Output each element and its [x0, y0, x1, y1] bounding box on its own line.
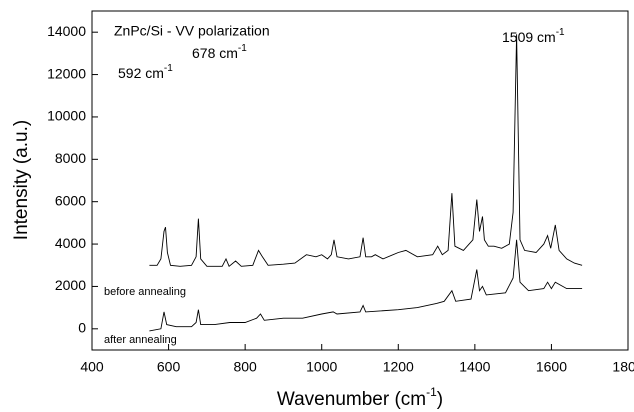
- annotation-sup: -1: [238, 43, 247, 54]
- series-line: [149, 34, 583, 268]
- y-tick-label: 10000: [47, 108, 86, 124]
- annotation-text: 678 cm: [192, 45, 238, 61]
- x-tick-label: 600: [157, 359, 181, 375]
- annotation-text: 592 cm: [118, 65, 164, 81]
- x-tick-label: 400: [80, 359, 104, 375]
- y-tick-label: 4000: [55, 235, 86, 251]
- series-label: before annealing: [104, 286, 186, 298]
- x-axis-label-tail: ): [437, 389, 443, 410]
- annotation-sup: -1: [164, 63, 173, 74]
- y-axis-label: Intensity (a.u.): [11, 120, 32, 240]
- x-axis-label: Wavenumber (cm-1): [277, 385, 443, 410]
- series-label: after annealing: [104, 334, 177, 346]
- x-tick-label: 1200: [383, 359, 414, 375]
- plot-frame: [91, 10, 629, 351]
- y-tick-label: 2000: [55, 277, 86, 293]
- y-tick-label: 12000: [47, 65, 86, 81]
- y-tick-label: 0: [78, 320, 86, 336]
- x-tick-label: 1600: [536, 359, 567, 375]
- annotation: 1509 cm-1: [502, 27, 565, 45]
- x-axis-label-text: Wavenumber (cm: [277, 389, 426, 410]
- y-tick-label: 14000: [47, 23, 86, 39]
- y-tick-label: 8000: [55, 150, 86, 166]
- series-line: [149, 239, 583, 332]
- annotation: 678 cm-1: [192, 43, 247, 61]
- annotation-sup: -1: [556, 27, 565, 38]
- annotation-text: 1509 cm: [502, 29, 556, 45]
- y-tick-label: 6000: [55, 192, 86, 208]
- annotation: 592 cm-1: [118, 63, 173, 81]
- x-axis-label-sup: -1: [426, 385, 437, 399]
- x-tick-label: 800: [233, 359, 257, 375]
- x-tick-label: 1400: [459, 359, 490, 375]
- chart-title: ZnPc/Si - VV polarization: [114, 23, 270, 39]
- x-tick-label: 1000: [306, 359, 337, 375]
